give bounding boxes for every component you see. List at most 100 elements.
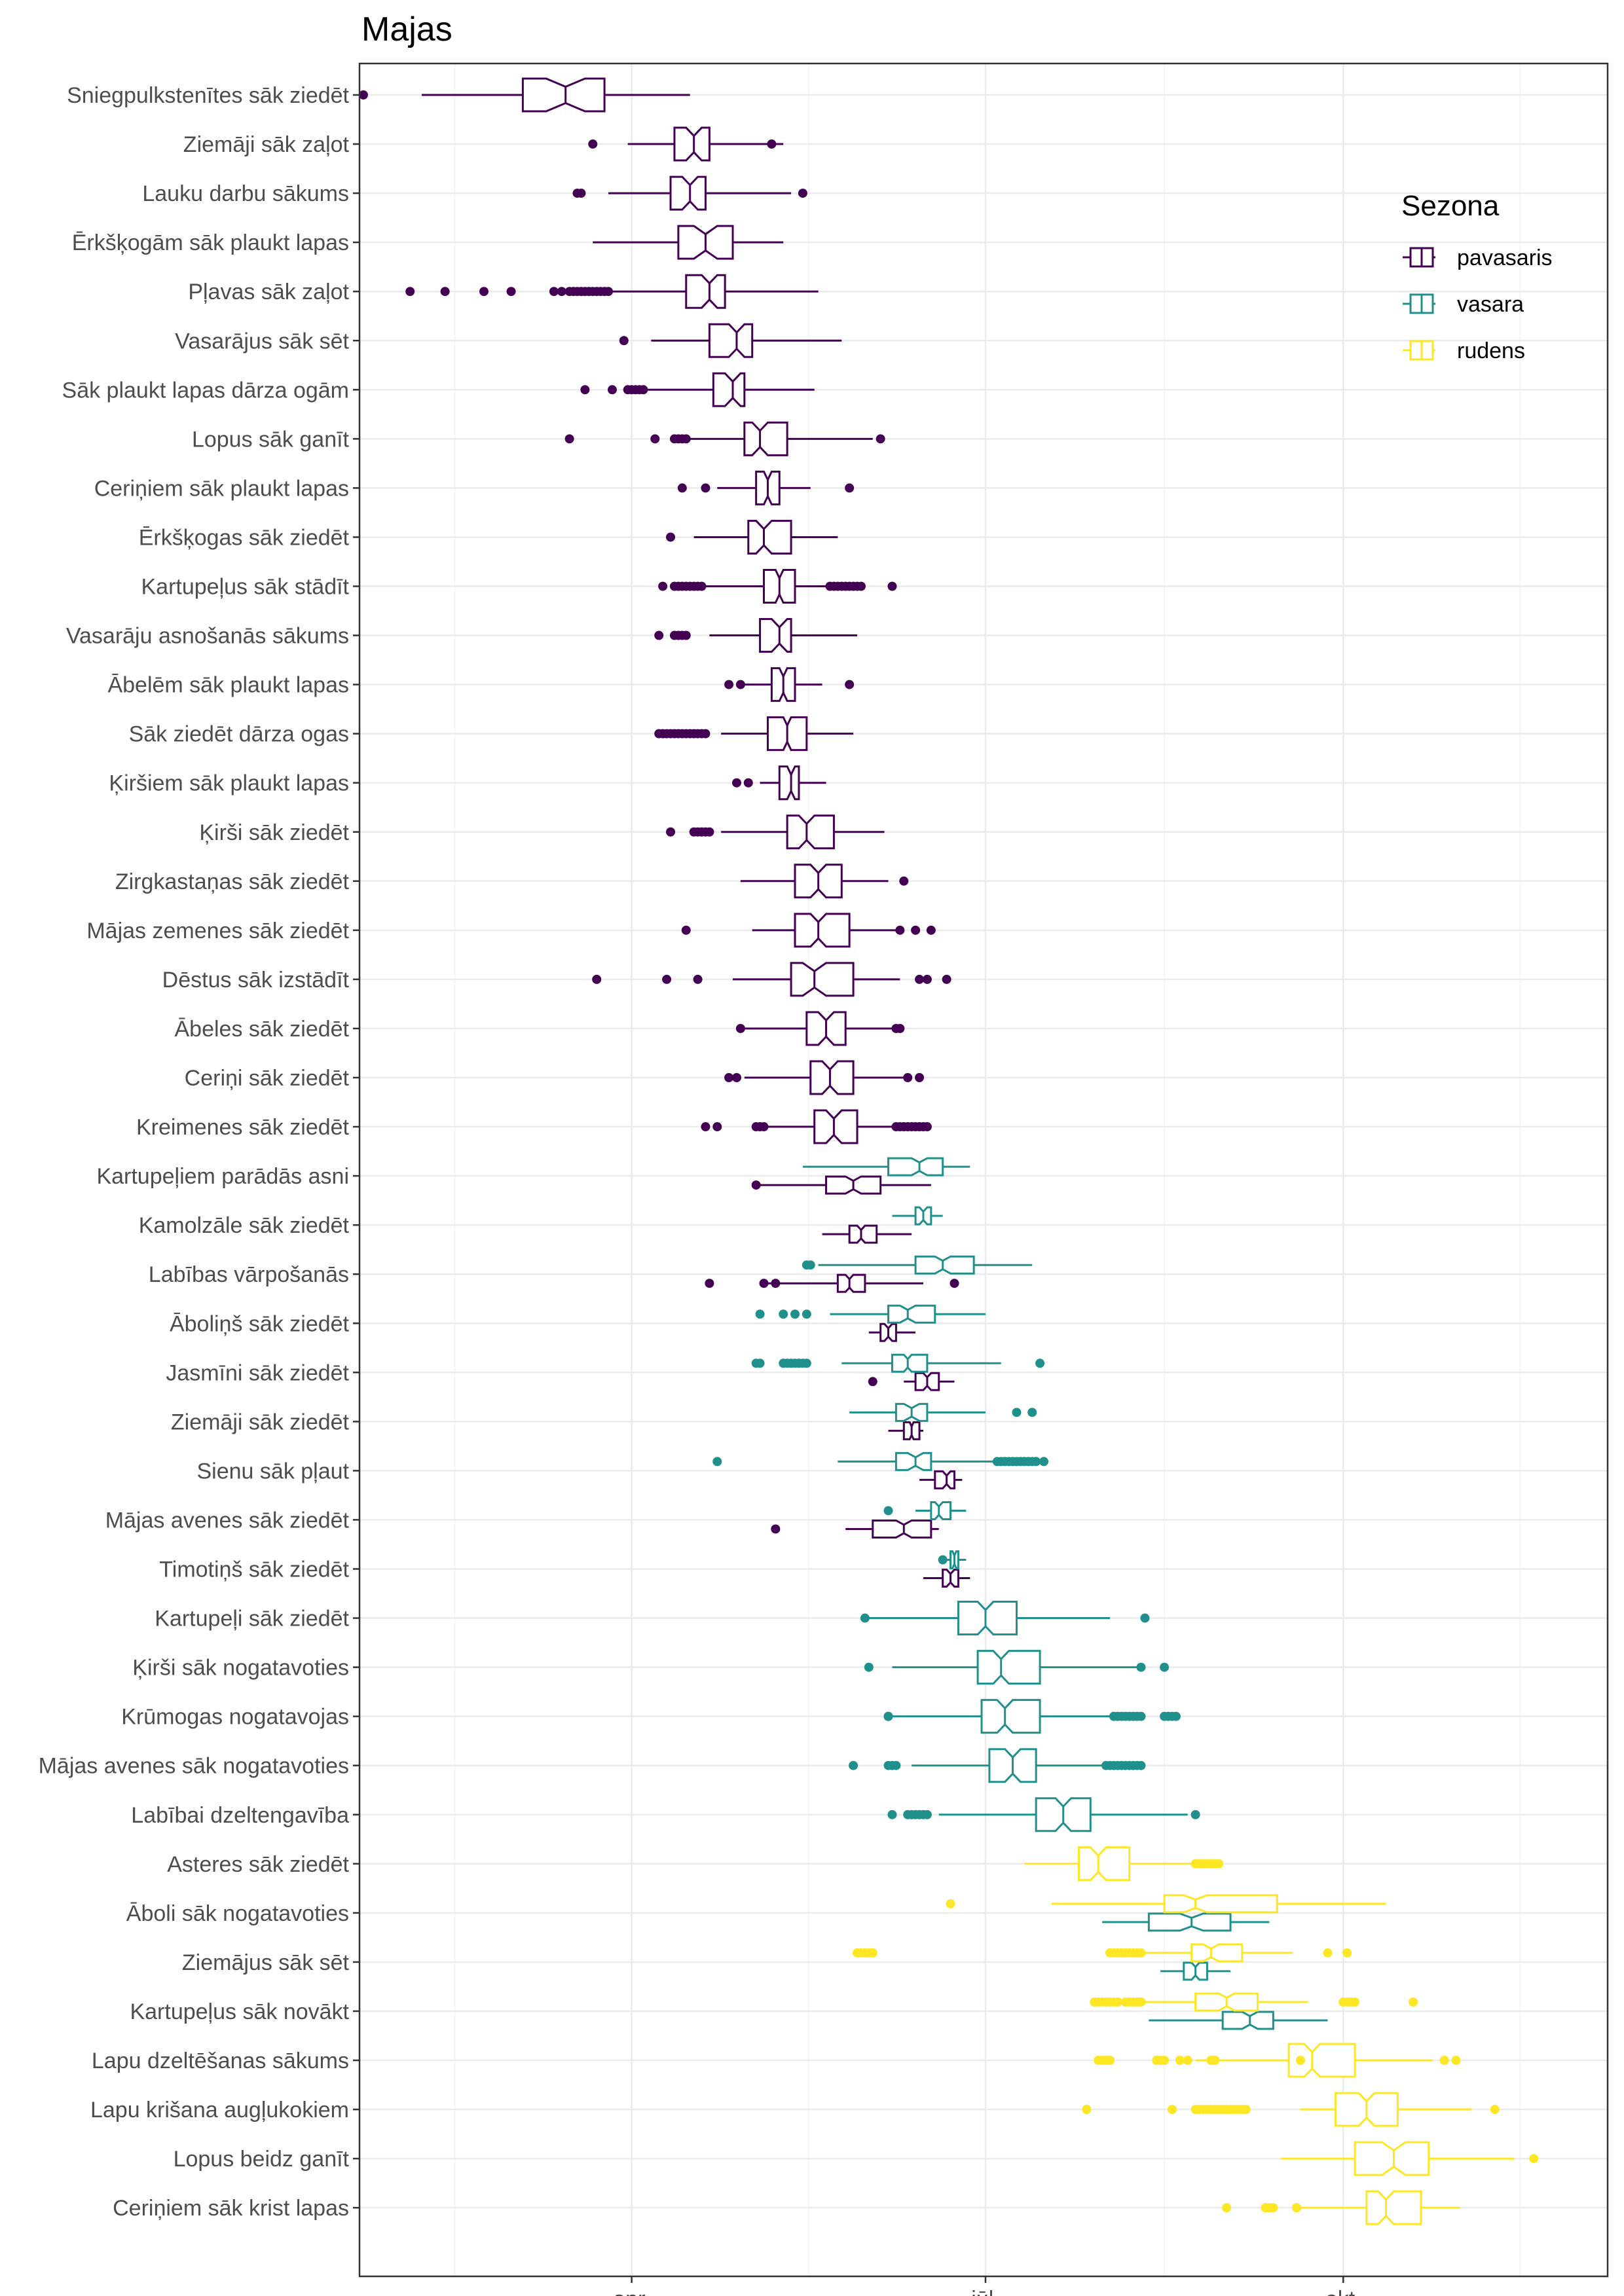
box-pavasaris xyxy=(731,765,826,801)
outlier-point xyxy=(883,1506,893,1516)
outlier-point xyxy=(1027,1408,1037,1417)
y-tick-label: Ērkšķogām sāk plaukt lapas xyxy=(72,230,349,255)
outlier-point xyxy=(724,680,734,689)
box-pavasaris xyxy=(658,569,897,604)
outlier-point xyxy=(1529,2154,1539,2164)
outlier-point xyxy=(759,1122,769,1132)
box-rudens xyxy=(946,1894,1386,1914)
outlier-point xyxy=(922,974,932,984)
notched-box xyxy=(895,1451,932,1471)
notched-box xyxy=(1221,2011,1274,2030)
y-tick-label: Kreimenes sāk ziedēt xyxy=(136,1115,350,1140)
outlier-point xyxy=(580,385,590,395)
outlier-point xyxy=(915,974,925,984)
outlier-point xyxy=(845,483,855,493)
outlier-point xyxy=(895,925,905,935)
outlier-point xyxy=(701,1122,710,1132)
box-pavasaris xyxy=(593,225,784,260)
outlier-point xyxy=(1323,1948,1333,1958)
y-tick-label: Ķirši sāk ziedēt xyxy=(199,820,349,845)
notched-box xyxy=(980,1699,1041,1734)
outlier-point xyxy=(658,581,668,591)
y-tick-label: Dēstus sāk izstādīt xyxy=(162,968,350,993)
y-tick-label: Mājas zemenes sāk ziedēt xyxy=(86,919,349,943)
notched-box xyxy=(673,126,710,162)
outlier-point xyxy=(915,1073,925,1082)
notched-box xyxy=(786,814,835,850)
outlier-point xyxy=(922,1810,932,1819)
notched-box xyxy=(934,1470,955,1489)
y-tick-label: Kartupeļus sāk stādīt xyxy=(141,575,349,600)
y-tick-label: Mājas avenes sāk ziedēt xyxy=(105,1508,350,1533)
notched-box xyxy=(778,765,800,801)
outlier-point xyxy=(666,827,676,837)
y-tick-label: Kartupeļiem parādās asni xyxy=(96,1164,349,1189)
outlier-point xyxy=(440,287,450,297)
outlier-point xyxy=(895,1023,905,1033)
outlier-point xyxy=(1175,2056,1185,2065)
y-tick-label: Ziemājus sāk sēt xyxy=(182,1950,350,1975)
y-tick-label: Labības vārpošanās xyxy=(149,1262,349,1287)
y-tick-label: Lapu krišana augļukokiem xyxy=(90,2098,349,2123)
outlier-point xyxy=(798,189,807,198)
box-vasara xyxy=(849,1748,1146,1783)
y-tick-label: Ķirši sāk nogatavoties xyxy=(132,1656,349,1681)
box-pavasaris xyxy=(735,1011,905,1046)
outlier-point xyxy=(564,434,574,444)
outlier-point xyxy=(693,974,703,984)
outlier-point xyxy=(712,1457,722,1467)
box-pavasaris xyxy=(681,913,936,948)
notched-box xyxy=(813,1109,858,1144)
y-tick-label: Āboliņš sāk ziedēt xyxy=(170,1311,350,1336)
y-tick-label: Mājas avenes sāk nogatavoties xyxy=(39,1754,349,1779)
notched-box xyxy=(1147,1912,1232,1932)
box-pavasaris xyxy=(868,1372,955,1391)
y-tick-label: Lapu dzeltēšanas sākums xyxy=(92,2049,349,2073)
box-vasara xyxy=(755,1304,986,1324)
outlier-point xyxy=(1183,2056,1192,2065)
outlier-point xyxy=(887,1810,897,1819)
box-pavasaris xyxy=(705,1273,959,1293)
outlier-point xyxy=(1350,1997,1360,2007)
outlier-point xyxy=(619,336,629,346)
x-axis: apr. jūl. okt. xyxy=(613,2276,1361,2296)
box-rudens xyxy=(1222,2190,1460,2225)
outlier-point xyxy=(1136,1711,1146,1721)
outlier-point xyxy=(1136,1997,1146,2007)
outlier-point xyxy=(1490,2105,1500,2115)
outlier-point xyxy=(666,532,676,542)
box-rudens xyxy=(1094,2043,1461,2078)
outlier-point xyxy=(604,287,614,297)
box-pavasaris xyxy=(701,1109,932,1144)
outlier-point xyxy=(358,90,368,100)
outlier-point xyxy=(1136,1760,1146,1770)
outlier-point xyxy=(790,1309,800,1319)
outlier-point xyxy=(887,581,897,591)
box-pavasaris xyxy=(592,962,951,997)
outlier-point xyxy=(802,1358,811,1368)
outlier-point xyxy=(883,1711,893,1721)
box-vasara xyxy=(892,1206,943,1226)
outlier-point xyxy=(1160,1662,1170,1672)
y-tick-label: Ceriņi sāk ziedēt xyxy=(185,1066,350,1091)
y-tick-label: Ērkšķogas sāk ziedēt xyxy=(139,525,350,550)
outlier-point xyxy=(1082,2105,1092,2115)
outlier-point xyxy=(735,1023,745,1033)
outlier-point xyxy=(701,729,710,738)
box-pavasaris xyxy=(666,814,885,850)
outlier-point xyxy=(1222,2203,1232,2213)
outlier-point xyxy=(1113,1997,1122,2007)
outlier-point xyxy=(731,778,741,788)
outlier-point xyxy=(845,680,855,689)
outlier-point xyxy=(755,1358,765,1368)
outlier-point xyxy=(938,1555,948,1565)
y-tick-label: Ceriņiem sāk plaukt lapas xyxy=(94,476,349,501)
notched-box xyxy=(1163,1894,1278,1914)
outlier-point xyxy=(735,680,745,689)
outlier-point xyxy=(1241,2105,1251,2115)
notched-box xyxy=(1354,2141,1430,2176)
outlier-point xyxy=(701,483,710,493)
legend-label: pavasaris xyxy=(1457,246,1553,270)
box-vasara xyxy=(751,1353,1045,1373)
